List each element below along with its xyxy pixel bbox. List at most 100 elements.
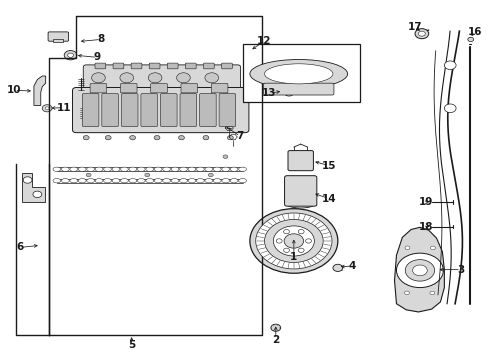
Text: 13: 13 [262, 88, 277, 98]
Text: 6: 6 [17, 242, 24, 252]
Ellipse shape [213, 179, 221, 183]
Ellipse shape [112, 167, 120, 171]
Circle shape [415, 29, 429, 39]
Text: 3: 3 [457, 265, 465, 275]
FancyBboxPatch shape [203, 63, 214, 69]
Ellipse shape [103, 179, 111, 183]
FancyBboxPatch shape [264, 83, 334, 95]
Circle shape [176, 73, 190, 83]
Circle shape [298, 248, 304, 252]
FancyBboxPatch shape [90, 84, 107, 93]
Text: 17: 17 [408, 22, 422, 32]
Circle shape [68, 53, 74, 57]
FancyBboxPatch shape [73, 87, 249, 133]
FancyBboxPatch shape [149, 63, 160, 69]
Circle shape [178, 135, 184, 140]
Circle shape [250, 209, 338, 273]
Text: 9: 9 [94, 52, 101, 62]
Ellipse shape [188, 167, 196, 171]
Ellipse shape [78, 179, 86, 183]
Circle shape [405, 260, 435, 281]
Ellipse shape [265, 64, 333, 84]
Text: 19: 19 [418, 197, 433, 207]
Ellipse shape [222, 167, 230, 171]
Ellipse shape [163, 179, 171, 183]
FancyBboxPatch shape [102, 94, 119, 127]
Bar [243, 44, 360, 102]
Ellipse shape [87, 167, 95, 171]
Ellipse shape [205, 179, 213, 183]
Ellipse shape [188, 179, 196, 183]
Ellipse shape [95, 167, 103, 171]
Circle shape [223, 155, 228, 158]
Text: 15: 15 [322, 161, 336, 171]
Text: 14: 14 [322, 194, 336, 204]
FancyBboxPatch shape [82, 94, 99, 127]
Ellipse shape [53, 179, 61, 183]
FancyBboxPatch shape [160, 94, 177, 127]
Ellipse shape [129, 179, 137, 183]
FancyBboxPatch shape [180, 94, 196, 127]
Circle shape [418, 31, 425, 36]
Circle shape [256, 213, 332, 269]
Text: 11: 11 [57, 103, 72, 113]
Ellipse shape [196, 167, 204, 171]
FancyBboxPatch shape [121, 84, 137, 93]
Text: 2: 2 [272, 334, 279, 345]
Circle shape [298, 229, 304, 234]
Circle shape [430, 246, 435, 250]
Circle shape [413, 265, 427, 276]
Ellipse shape [95, 179, 103, 183]
Ellipse shape [137, 179, 145, 183]
Ellipse shape [70, 167, 78, 171]
Circle shape [306, 239, 312, 243]
Ellipse shape [87, 179, 95, 183]
Ellipse shape [171, 167, 179, 171]
Ellipse shape [146, 167, 154, 171]
Circle shape [208, 173, 213, 177]
Ellipse shape [146, 179, 154, 183]
FancyBboxPatch shape [83, 65, 241, 89]
FancyBboxPatch shape [141, 94, 158, 127]
Circle shape [64, 50, 77, 60]
Circle shape [86, 173, 91, 177]
Ellipse shape [163, 167, 171, 171]
Circle shape [265, 220, 323, 262]
Circle shape [276, 239, 282, 243]
Ellipse shape [137, 167, 145, 171]
Circle shape [273, 226, 315, 256]
FancyBboxPatch shape [122, 94, 138, 127]
Ellipse shape [121, 179, 128, 183]
Ellipse shape [70, 179, 78, 183]
Ellipse shape [239, 167, 246, 171]
FancyBboxPatch shape [199, 94, 216, 127]
Circle shape [284, 89, 294, 96]
FancyBboxPatch shape [288, 150, 314, 171]
Circle shape [83, 135, 89, 140]
Ellipse shape [61, 179, 69, 183]
Ellipse shape [213, 167, 221, 171]
Text: 16: 16 [467, 27, 482, 37]
Circle shape [444, 61, 456, 69]
Circle shape [284, 234, 304, 248]
Circle shape [33, 191, 42, 198]
FancyBboxPatch shape [219, 94, 236, 127]
Ellipse shape [121, 167, 128, 171]
Text: 5: 5 [128, 340, 135, 350]
FancyBboxPatch shape [181, 84, 197, 93]
Polygon shape [394, 227, 444, 312]
Text: 12: 12 [257, 36, 272, 46]
Ellipse shape [154, 167, 162, 171]
Circle shape [45, 107, 49, 110]
Circle shape [92, 73, 105, 83]
Ellipse shape [103, 167, 111, 171]
Ellipse shape [250, 59, 347, 88]
Ellipse shape [179, 167, 187, 171]
FancyBboxPatch shape [167, 63, 178, 69]
FancyBboxPatch shape [113, 63, 124, 69]
Ellipse shape [230, 167, 238, 171]
Circle shape [130, 135, 136, 140]
Ellipse shape [222, 179, 230, 183]
Text: 10: 10 [7, 85, 22, 95]
Text: 1: 1 [290, 252, 297, 262]
